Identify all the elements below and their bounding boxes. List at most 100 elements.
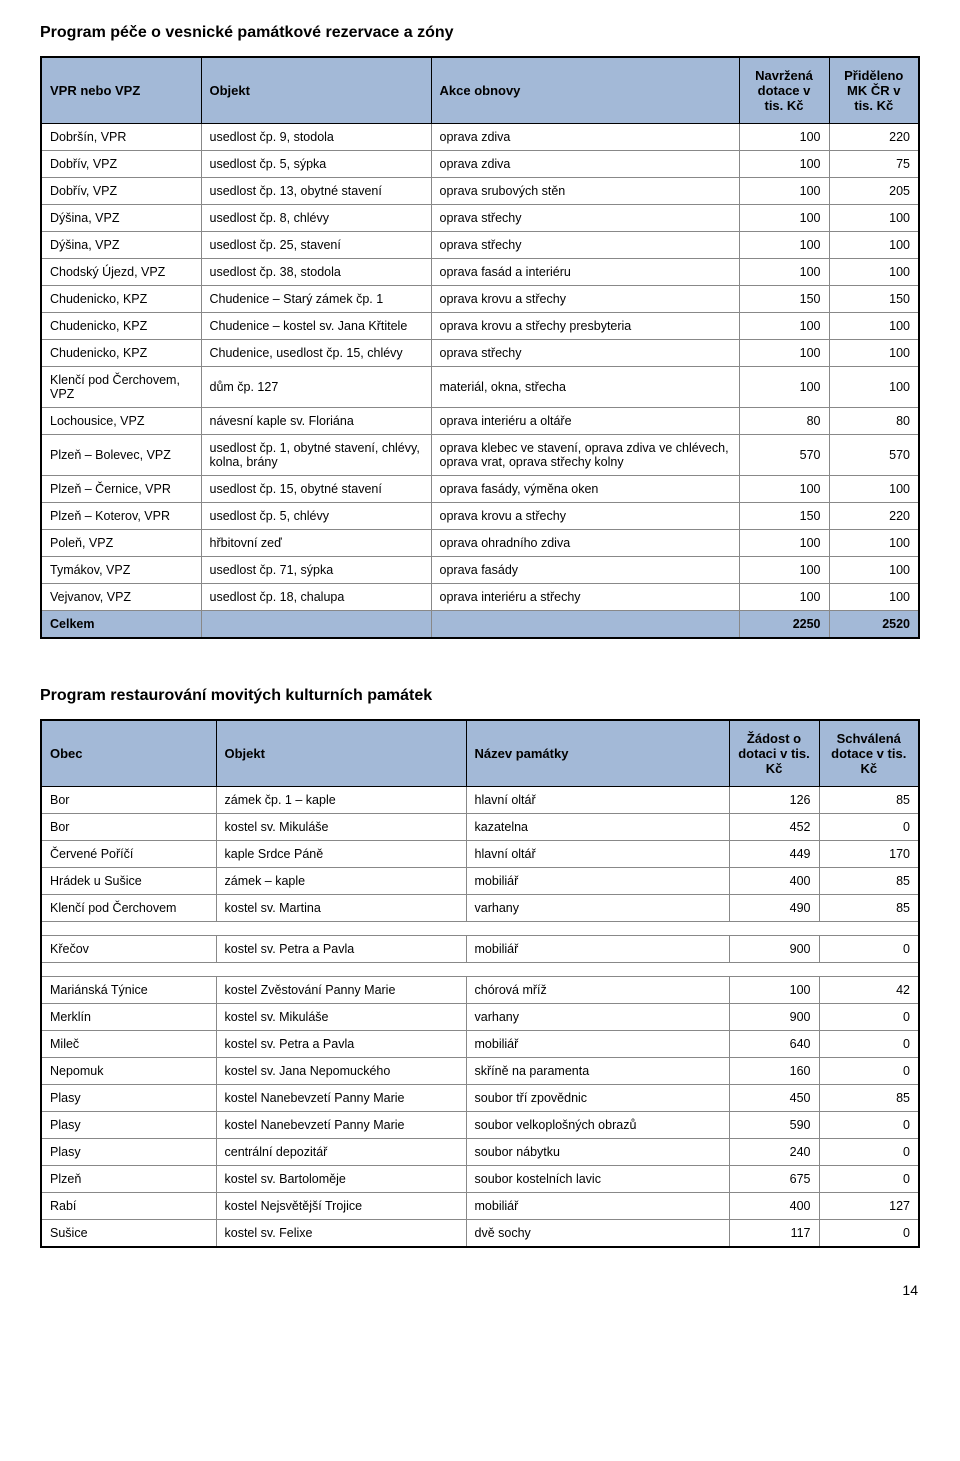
table-cell: kaple Srdce Páně (216, 841, 466, 868)
table-cell: varhany (466, 895, 729, 922)
table-row: Borzámek čp. 1 – kaplehlavní oltář12685 (41, 787, 919, 814)
table-cell: mobiliář (466, 1193, 729, 1220)
table-cell: 220 (829, 124, 919, 151)
table-row: Chodský Újezd, VPZusedlost čp. 38, stodo… (41, 259, 919, 286)
table-cell: skříně na paramenta (466, 1058, 729, 1085)
table-spacer-row (41, 963, 919, 977)
table-row: Klenčí pod Čerchovem, VPZdům čp. 127mate… (41, 367, 919, 408)
table-cell: 0 (819, 1166, 919, 1193)
table-cell: Sušice (41, 1220, 216, 1248)
table-cell: Rabí (41, 1193, 216, 1220)
col-objekt: Objekt (201, 57, 431, 124)
table-cell: usedlost čp. 38, stodola (201, 259, 431, 286)
table-cell: 0 (819, 1058, 919, 1085)
table-cell: 0 (819, 1031, 919, 1058)
table-cell: usedlost čp. 5, sýpka (201, 151, 431, 178)
table-cell: oprava krovu a střechy (431, 286, 739, 313)
table-row: Plzeň – Koterov, VPRusedlost čp. 5, chlé… (41, 503, 919, 530)
table-cell: 100 (739, 340, 829, 367)
table-cell: hřbitovní zeď (201, 530, 431, 557)
table-cell: 100 (739, 205, 829, 232)
table-cell: Lochousice, VPZ (41, 408, 201, 435)
table-cell: kostel sv. Mikuláše (216, 814, 466, 841)
table-cell: oprava interiéru a oltáře (431, 408, 739, 435)
table-cell: usedlost čp. 71, sýpka (201, 557, 431, 584)
table-cell: 100 (739, 313, 829, 340)
table-cell: Chudenicko, KPZ (41, 340, 201, 367)
table-cell: 85 (819, 868, 919, 895)
table-total-row: Celkem22502520 (41, 611, 919, 639)
table-cell: 150 (739, 503, 829, 530)
table-cell: 100 (829, 259, 919, 286)
col-vpr: VPR nebo VPZ (41, 57, 201, 124)
table-cell: Plzeň – Černice, VPR (41, 476, 201, 503)
table-cell: Merklín (41, 1004, 216, 1031)
table-cell: 0 (819, 936, 919, 963)
table-cell: 100 (829, 232, 919, 259)
table-row: Hrádek u Sušicezámek – kaplemobiliář4008… (41, 868, 919, 895)
table-cell: Dýšina, VPZ (41, 232, 201, 259)
table-cell: Nepomuk (41, 1058, 216, 1085)
table-cell: mobiliář (466, 936, 729, 963)
table-row: Plasykostel Nanebevzetí Panny Mariesoubo… (41, 1112, 919, 1139)
table-cell: 590 (729, 1112, 819, 1139)
table-cell: návesní kaple sv. Floriána (201, 408, 431, 435)
table-cell: 452 (729, 814, 819, 841)
table-row: Plasykostel Nanebevzetí Panny Mariesoubo… (41, 1085, 919, 1112)
table-cell: 100 (729, 977, 819, 1004)
table-cell: 150 (829, 286, 919, 313)
table-cell (41, 922, 919, 936)
table-cell: 100 (829, 530, 919, 557)
table-cell: 75 (829, 151, 919, 178)
table-cell: oprava střechy (431, 232, 739, 259)
table-row: Merklínkostel sv. Mikuláševarhany9000 (41, 1004, 919, 1031)
table-cell: usedlost čp. 5, chlévy (201, 503, 431, 530)
table-cell (431, 611, 739, 639)
table-cell: 160 (729, 1058, 819, 1085)
table-cell: Klenčí pod Čerchovem, VPZ (41, 367, 201, 408)
table-cell: usedlost čp. 9, stodola (201, 124, 431, 151)
table-cell: soubor nábytku (466, 1139, 729, 1166)
table-cell: 127 (819, 1193, 919, 1220)
table-cell: 100 (829, 340, 919, 367)
table-cell: 100 (829, 205, 919, 232)
table-cell: Plasy (41, 1112, 216, 1139)
col-schvalena: Schválená dotace v tis. Kč (819, 720, 919, 787)
table-cell: 150 (739, 286, 829, 313)
table-cell: Vejvanov, VPZ (41, 584, 201, 611)
table-cell: kostel sv. Petra a Pavla (216, 936, 466, 963)
table-cell: 80 (829, 408, 919, 435)
table-cell: 100 (739, 259, 829, 286)
table-cell: kazatelna (466, 814, 729, 841)
table-cell: Mileč (41, 1031, 216, 1058)
table-cell: 0 (819, 814, 919, 841)
table-cell: 85 (819, 787, 919, 814)
table-cell: 100 (739, 232, 829, 259)
table-cell (201, 611, 431, 639)
table-cell: oprava fasády (431, 557, 739, 584)
table-cell: 80 (739, 408, 829, 435)
table-cell: 450 (729, 1085, 819, 1112)
table-cell: 100 (829, 476, 919, 503)
table-cell: Dobršín, VPR (41, 124, 201, 151)
table-cell: 449 (729, 841, 819, 868)
table-cell: 85 (819, 895, 919, 922)
table-cell: kostel sv. Felixe (216, 1220, 466, 1248)
table-cell: 100 (739, 124, 829, 151)
table-cell: 0 (819, 1112, 919, 1139)
table-cell: oprava střechy (431, 205, 739, 232)
table-cell: 100 (829, 584, 919, 611)
table-cell: 640 (729, 1031, 819, 1058)
table-header-row: VPR nebo VPZ Objekt Akce obnovy Navržená… (41, 57, 919, 124)
table-cell: oprava klebec ve stavení, oprava zdiva v… (431, 435, 739, 476)
table-cell: 100 (739, 367, 829, 408)
table-cell: 490 (729, 895, 819, 922)
table-row: Plzeň – Bolevec, VPZusedlost čp. 1, obyt… (41, 435, 919, 476)
table-cell: 170 (819, 841, 919, 868)
table-cell: Bor (41, 787, 216, 814)
table-cell: 100 (739, 557, 829, 584)
table-cell: 0 (819, 1004, 919, 1031)
table-cell: 2520 (829, 611, 919, 639)
table-row: Vejvanov, VPZusedlost čp. 18, chalupaopr… (41, 584, 919, 611)
table-cell: Červené Poříčí (41, 841, 216, 868)
